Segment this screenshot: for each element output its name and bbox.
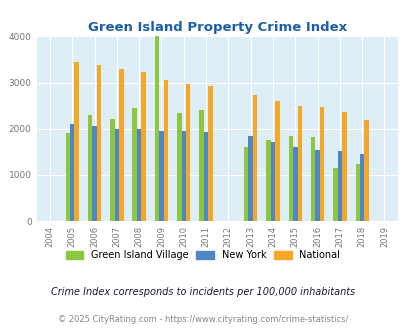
- Bar: [114, 129, 119, 221]
- Bar: [333, 168, 337, 221]
- Bar: [92, 126, 96, 221]
- Bar: [132, 108, 136, 221]
- Bar: [154, 36, 159, 221]
- Bar: [208, 86, 212, 221]
- Bar: [70, 124, 74, 221]
- Bar: [185, 84, 190, 221]
- Bar: [87, 115, 92, 221]
- Title: Green Island Property Crime Index: Green Island Property Crime Index: [87, 21, 346, 34]
- Legend: Green Island Village, New York, National: Green Island Village, New York, National: [62, 246, 343, 264]
- Bar: [248, 136, 252, 221]
- Bar: [119, 69, 123, 221]
- Bar: [319, 108, 324, 221]
- Bar: [65, 133, 70, 221]
- Bar: [364, 120, 368, 221]
- Bar: [341, 112, 346, 221]
- Bar: [288, 136, 292, 221]
- Bar: [74, 62, 79, 221]
- Bar: [177, 113, 181, 221]
- Bar: [110, 119, 114, 221]
- Bar: [297, 106, 301, 221]
- Bar: [141, 72, 145, 221]
- Bar: [163, 80, 168, 221]
- Text: © 2025 CityRating.com - https://www.cityrating.com/crime-statistics/: © 2025 CityRating.com - https://www.city…: [58, 315, 347, 324]
- Bar: [203, 132, 208, 221]
- Bar: [159, 131, 163, 221]
- Bar: [199, 110, 203, 221]
- Bar: [310, 137, 315, 221]
- Text: Crime Index corresponds to incidents per 100,000 inhabitants: Crime Index corresponds to incidents per…: [51, 287, 354, 297]
- Bar: [359, 154, 364, 221]
- Bar: [243, 147, 248, 221]
- Bar: [275, 101, 279, 221]
- Bar: [252, 94, 257, 221]
- Bar: [355, 164, 359, 221]
- Bar: [315, 150, 319, 221]
- Bar: [292, 147, 297, 221]
- Bar: [181, 131, 185, 221]
- Bar: [337, 151, 341, 221]
- Bar: [96, 65, 101, 221]
- Bar: [270, 142, 275, 221]
- Bar: [266, 140, 270, 221]
- Bar: [136, 129, 141, 221]
